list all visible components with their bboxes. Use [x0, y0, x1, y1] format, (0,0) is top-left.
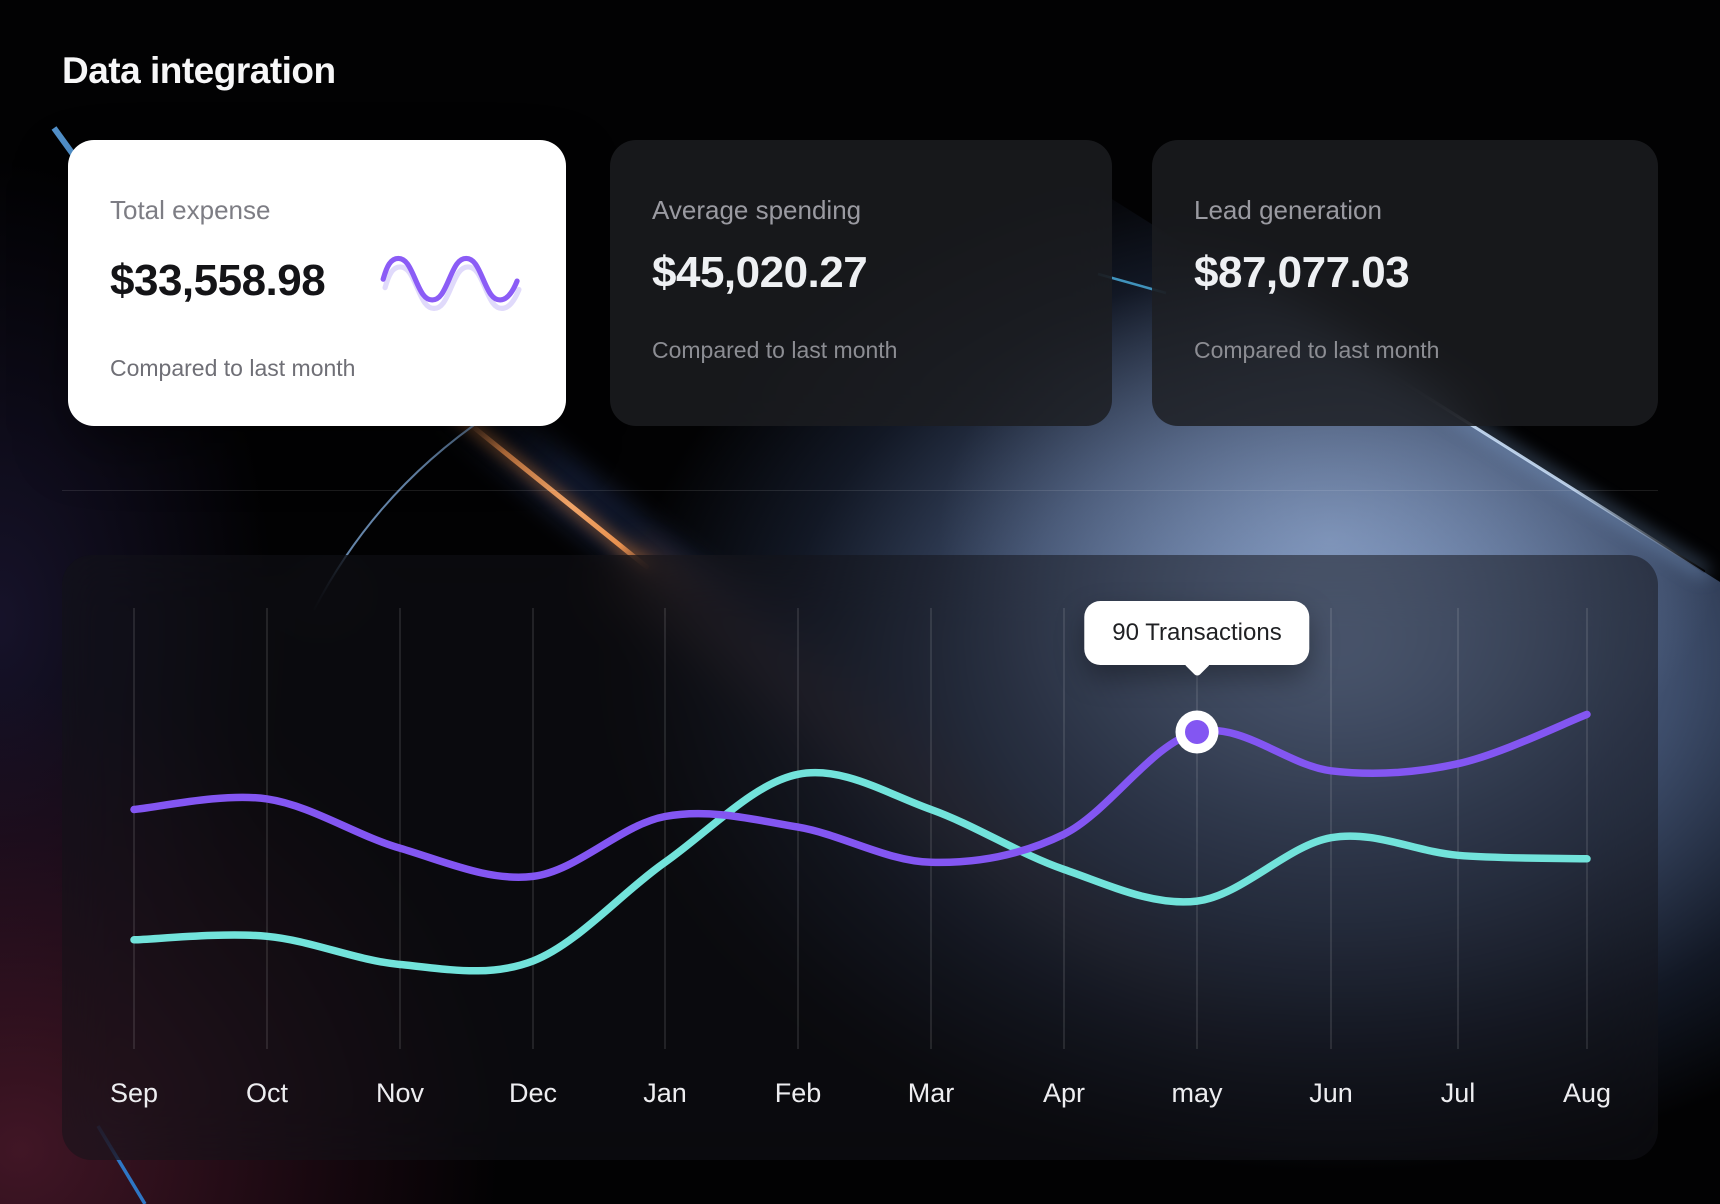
card-value: $45,020.27 — [652, 247, 868, 297]
card-value: $87,077.03 — [1194, 247, 1410, 297]
card-note: Compared to last month — [1194, 336, 1440, 363]
card-value: $33,558.98 — [110, 256, 326, 306]
card-note: Compared to last month — [110, 354, 356, 381]
card-label: Average spending — [652, 195, 862, 225]
wave-icon — [380, 255, 522, 311]
card-lead-generation: Lead generation $87,077.03 Compared to l… — [1152, 140, 1658, 426]
series-line-transactions-primary — [130, 710, 1591, 881]
x-axis-label-Feb: Feb — [774, 1078, 822, 1108]
active-point-marker[interactable] — [1185, 720, 1209, 745]
chart-tooltip: 90 Transactions — [1084, 601, 1310, 666]
page-title: Data integration — [62, 50, 336, 91]
x-axis-label-Jan: Jan — [643, 1078, 687, 1108]
x-axis-label-Sep: Sep — [109, 1078, 159, 1108]
card-note: Compared to last month — [652, 336, 898, 363]
card-label: Total expense — [110, 195, 271, 225]
x-axis-label-Oct: Oct — [245, 1078, 288, 1108]
x-axis-label-Jun: Jun — [1309, 1078, 1353, 1108]
series-line-transactions-secondary — [130, 768, 1591, 975]
x-axis-label-Dec: Dec — [508, 1078, 557, 1108]
card-label: Lead generation — [1194, 195, 1382, 225]
x-axis-label-Nov: Nov — [375, 1078, 424, 1108]
x-axis-label-may: may — [1171, 1078, 1223, 1108]
card-total-expense: Total expense $33,558.98 Compared to las… — [68, 140, 566, 426]
x-axis-label-Apr: Apr — [1042, 1078, 1086, 1108]
chart-tooltip-label: 90 Transactions — [1112, 619, 1282, 647]
card-average-spending: Average spending $45,020.27 Compared to … — [610, 140, 1112, 426]
x-axis-label-Mar: Mar — [907, 1078, 955, 1108]
x-axis-label-Jul: Jul — [1440, 1078, 1476, 1108]
x-axis-label-Aug: Aug — [1562, 1078, 1612, 1108]
